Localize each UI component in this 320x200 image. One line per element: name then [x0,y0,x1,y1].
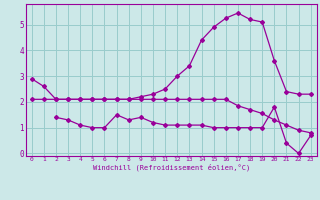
X-axis label: Windchill (Refroidissement éolien,°C): Windchill (Refroidissement éolien,°C) [92,164,250,171]
